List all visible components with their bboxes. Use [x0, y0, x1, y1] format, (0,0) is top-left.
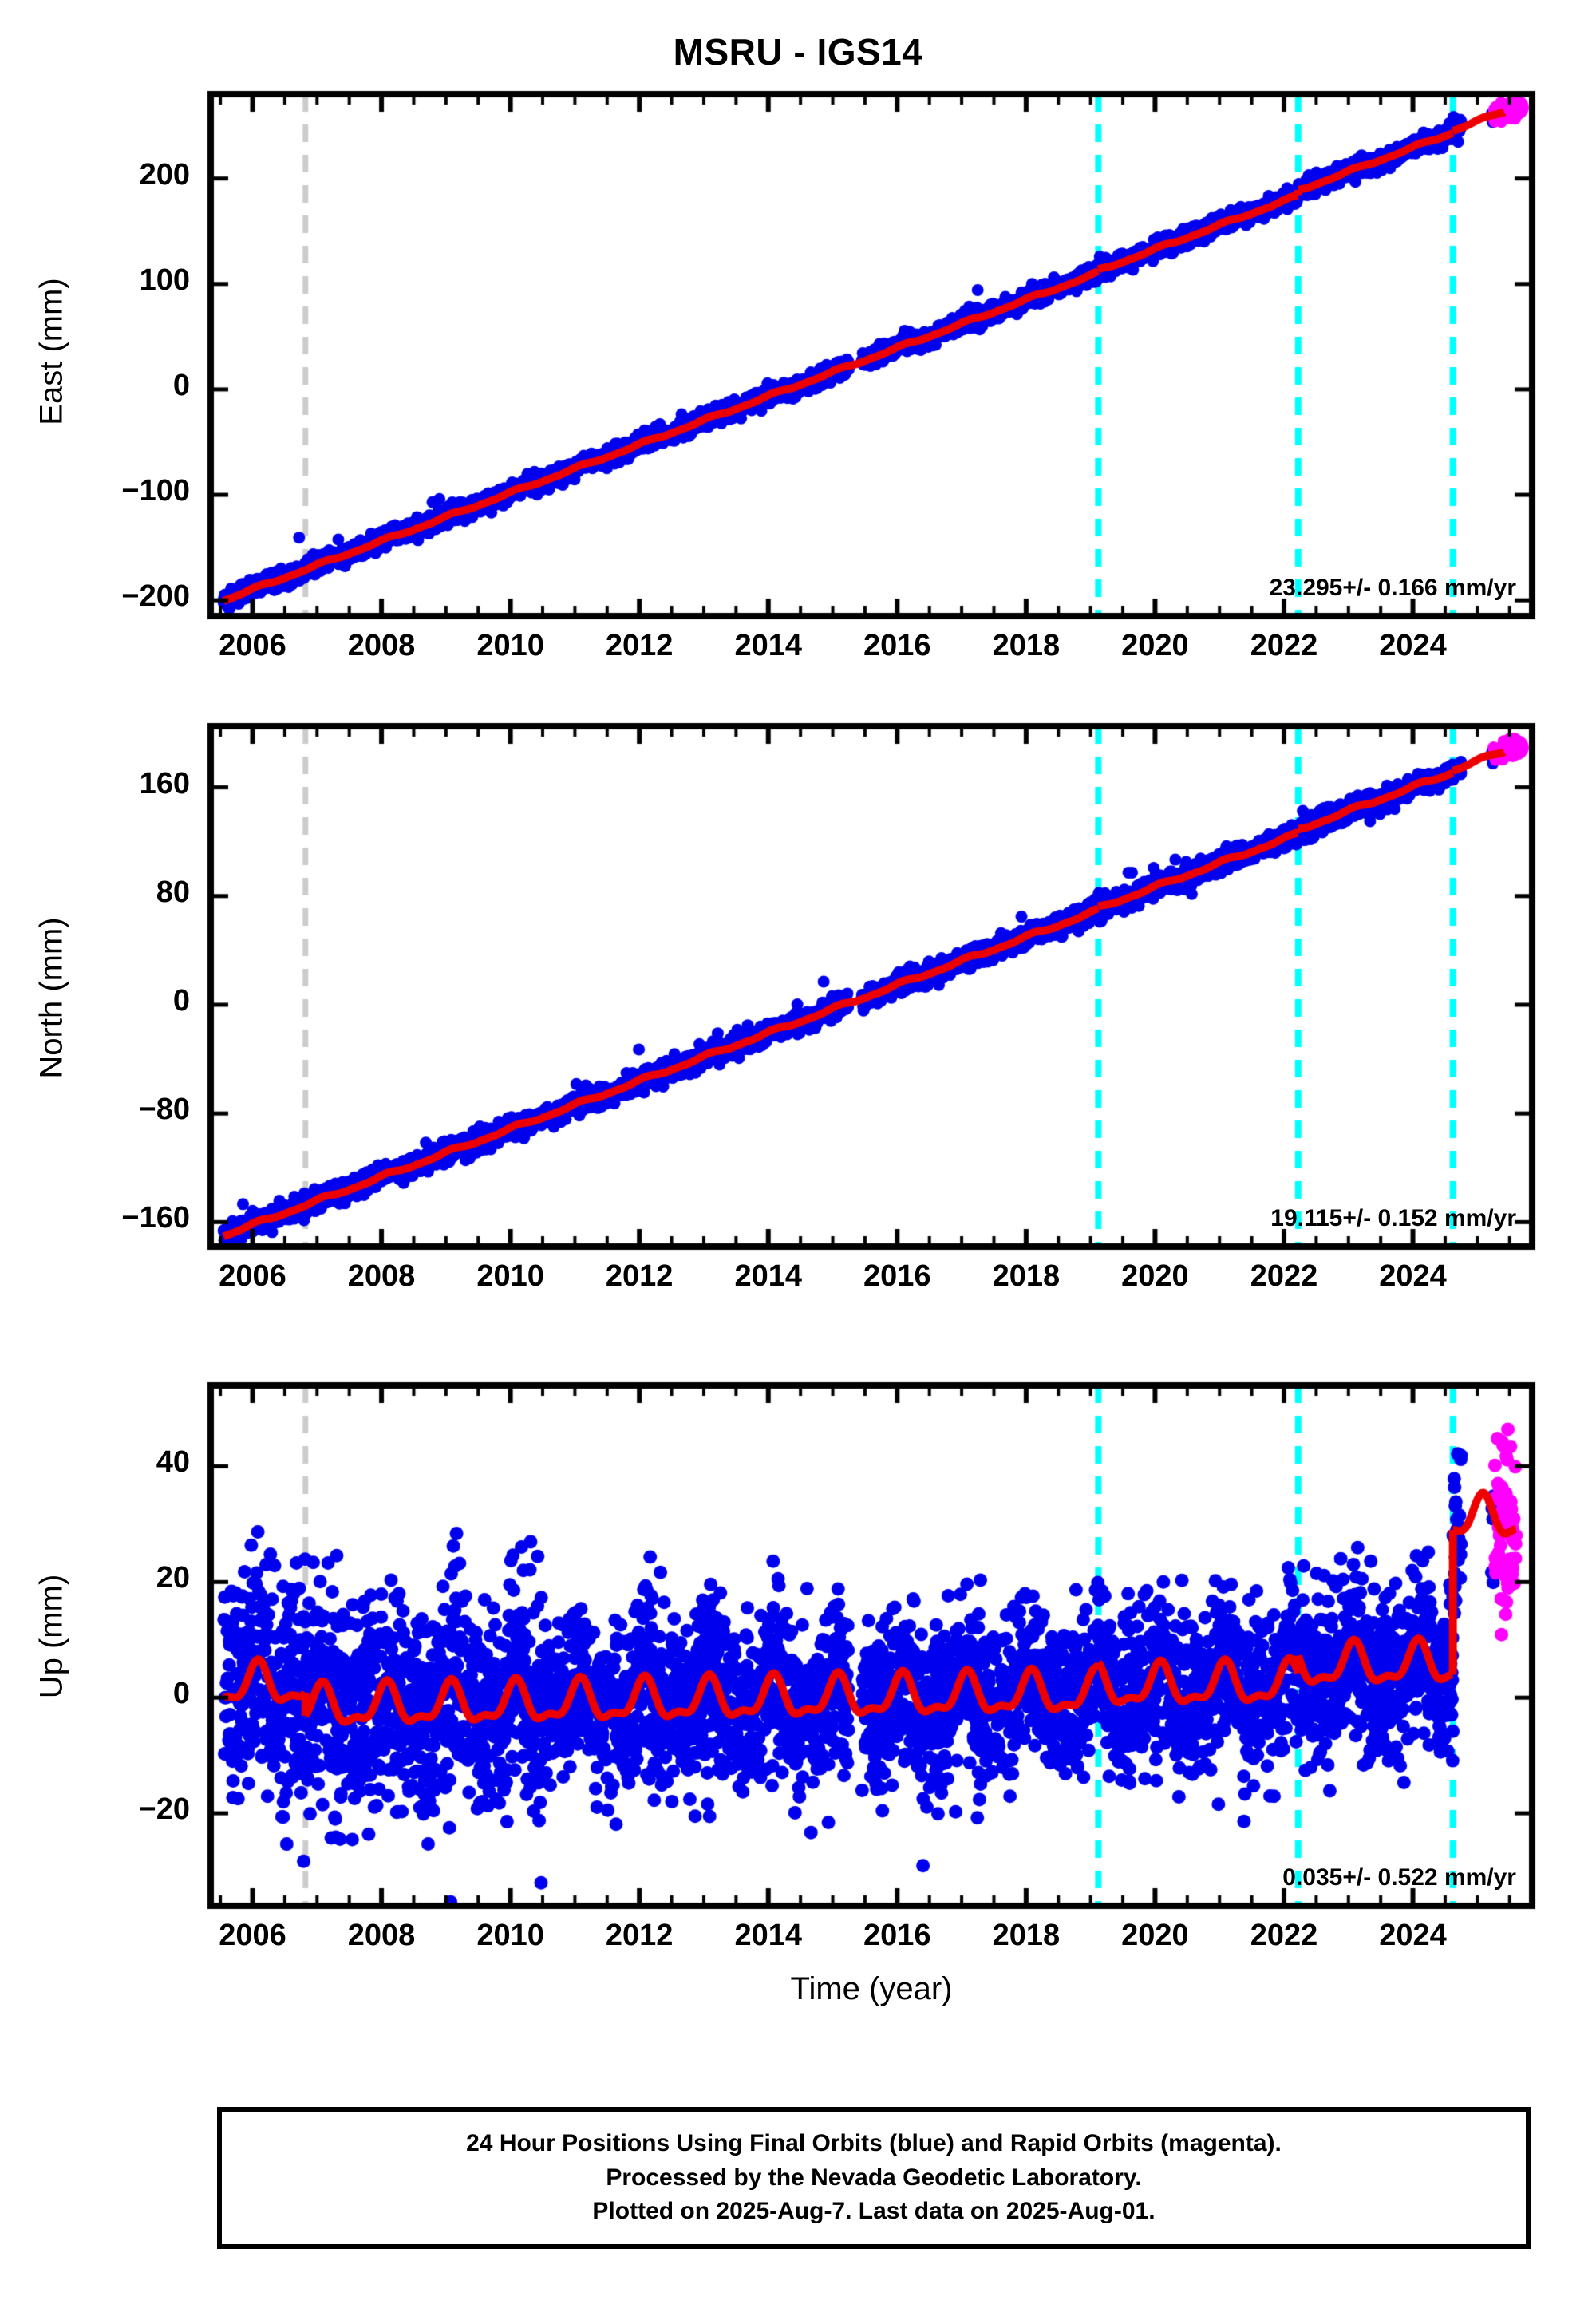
x-tick-label: 2006 [219, 629, 286, 662]
caption-line-2: Processed by the Nevada Geodetic Laborat… [606, 2164, 1142, 2191]
x-tick-label: 2022 [1250, 1919, 1318, 1952]
y-tick-label: 160 [139, 766, 190, 800]
y-tick-label: −100 [121, 474, 190, 508]
x-tick-label: 2012 [605, 1919, 674, 1952]
y-tick-label: 100 [139, 263, 190, 297]
rate-annotation-east: 23.295+/- 0.166 mm/yr [1269, 575, 1516, 601]
x-tick-label: 2018 [992, 629, 1061, 662]
x-tick-label: 2016 [863, 1919, 931, 1952]
x-axis-label: Time (year) [790, 1971, 953, 2006]
y-tick-label: −20 [138, 1792, 190, 1827]
x-tick-label: 2020 [1121, 1919, 1189, 1952]
x-tick-label: 2016 [863, 1259, 931, 1293]
x-tick-label: 2014 [734, 1919, 803, 1952]
x-tick-label: 2010 [476, 629, 544, 662]
x-tick-label: 2014 [734, 629, 803, 662]
x-tick-label: 2020 [1121, 1259, 1189, 1293]
x-tick-label: 2018 [992, 1259, 1061, 1293]
x-tick-label: 2008 [347, 629, 416, 662]
x-tick-label: 2022 [1250, 1259, 1318, 1293]
rate-annotation-up: 0.035+/- 0.522 mm/yr [1282, 1864, 1516, 1891]
x-tick-label: 2006 [219, 1259, 286, 1293]
x-tick-label: 2020 [1121, 629, 1189, 662]
y-tick-label: 0 [172, 983, 190, 1018]
x-tick-label: 2012 [605, 1259, 674, 1293]
x-tick-label: 2016 [863, 629, 931, 662]
y-tick-label: 0 [172, 1677, 190, 1711]
caption-line-1: 24 Hour Positions Using Final Orbits (bl… [466, 2130, 1282, 2157]
y-tick-label: 200 [139, 157, 190, 192]
x-tick-label: 2024 [1379, 1259, 1447, 1293]
x-tick-label: 2006 [219, 1919, 286, 1952]
x-tick-label: 2008 [347, 1259, 416, 1293]
x-tick-label: 2018 [992, 1919, 1061, 1952]
x-tick-label: 2010 [476, 1919, 544, 1952]
figure-caption-box: 24 Hour Positions Using Final Orbits (bl… [217, 2107, 1531, 2249]
x-tick-label: 2024 [1379, 1919, 1447, 1952]
y-tick-label: 0 [172, 368, 190, 402]
y-tick-label: 20 [156, 1561, 190, 1595]
x-tick-label: 2010 [476, 1259, 544, 1293]
page-title: MSRU - IGS14 [673, 31, 923, 73]
y-tick-label: 40 [156, 1445, 190, 1480]
y-axis-label-east: East (mm) [34, 278, 69, 425]
x-tick-label: 2024 [1379, 629, 1447, 662]
x-tick-label: 2014 [734, 1259, 803, 1293]
x-tick-label: 2022 [1250, 629, 1318, 662]
y-tick-label: −160 [121, 1201, 190, 1235]
caption-line-3: Plotted on 2025-Aug-7. Last data on 2025… [592, 2198, 1156, 2225]
x-tick-label: 2008 [347, 1919, 416, 1952]
y-tick-label: −80 [138, 1093, 190, 1127]
x-tick-label: 2012 [605, 629, 674, 662]
rate-annotation-north: 19.115+/- 0.152 mm/yr [1270, 1205, 1516, 1231]
y-axis-label-up: Up (mm) [34, 1574, 69, 1699]
y-tick-label: 80 [156, 875, 190, 909]
y-tick-label: −200 [121, 579, 190, 614]
